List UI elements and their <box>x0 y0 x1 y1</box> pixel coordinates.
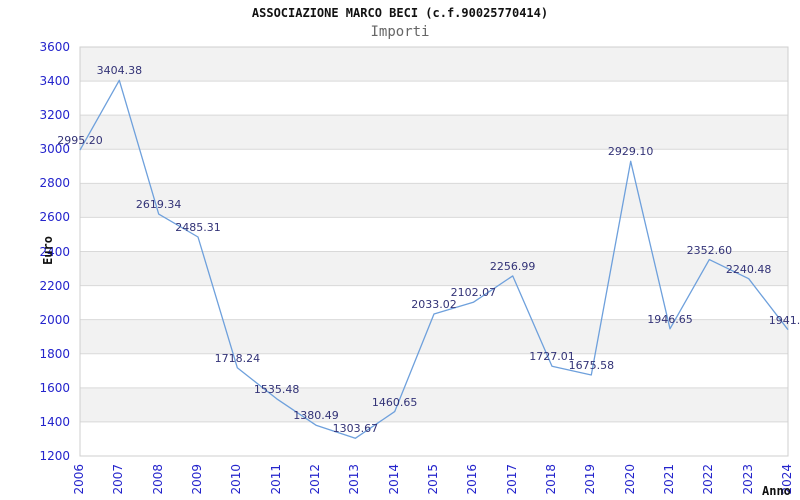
y-tick-label: 1800 <box>39 346 70 361</box>
data-point-label: 2102.07 <box>450 286 497 300</box>
y-tick-label: 2400 <box>39 244 70 259</box>
data-point-label: 1727.01 <box>529 350 575 364</box>
data-point-label: 2256.99 <box>489 259 536 273</box>
data-point-label: 1946.65 <box>647 312 693 326</box>
data-point-label: 2033.02 <box>411 298 457 312</box>
data-point-label: 3404.38 <box>96 64 143 78</box>
data-point-label: 1535.48 <box>253 382 300 396</box>
chart-subtitle: Importi <box>370 24 430 40</box>
plot-band <box>80 251 788 286</box>
y-tick-label: 2000 <box>39 312 70 327</box>
x-tick-label: 2009 <box>190 464 204 495</box>
x-tick-label: 2018 <box>544 464 558 495</box>
y-tick-label: 2600 <box>39 210 70 225</box>
data-point-label: 2929.10 <box>607 145 654 159</box>
y-tick-label: 1200 <box>39 449 70 463</box>
x-tick-label: 2023 <box>740 464 755 495</box>
x-tick-label: 2010 <box>229 464 244 495</box>
data-line <box>79 79 789 439</box>
data-point-label: 2352.60 <box>686 243 733 257</box>
plot-frame <box>79 46 789 457</box>
y-axis-title: Euro <box>41 235 55 265</box>
data-point-label: 1675.58 <box>568 358 615 372</box>
plot-band <box>80 387 788 422</box>
y-tick-label: 1400 <box>39 414 70 429</box>
x-tick-label: 2022 <box>701 464 716 495</box>
x-tick-label: 2017 <box>504 464 519 495</box>
x-tick-label: 2013 <box>347 464 362 495</box>
plot-band <box>80 115 788 150</box>
x-tick-label: 2020 <box>622 464 637 495</box>
data-point-label: 1380.49 <box>293 409 339 423</box>
x-tick-label: 2021 <box>662 464 676 495</box>
y-tick-label: 2800 <box>39 176 70 191</box>
y-tick-label: 3200 <box>39 108 70 123</box>
x-axis-title: Anno <box>762 484 791 498</box>
x-tick-label: 2011 <box>268 464 283 495</box>
x-tick-label: 2008 <box>150 464 165 495</box>
x-tick-label: 2016 <box>465 464 480 495</box>
plot-band <box>80 47 788 82</box>
data-point-label: 2485.31 <box>175 220 221 234</box>
y-tick-label: 2200 <box>39 278 70 293</box>
x-tick-label: 2006 <box>72 464 86 495</box>
y-tick-label: 3600 <box>39 40 70 54</box>
data-point-label: 1941.2 <box>768 313 800 327</box>
y-tick-label: 3000 <box>39 142 70 157</box>
data-point-label: 2240.48 <box>725 262 772 276</box>
chart-title: ASSOCIAZIONE MARCO BECI (c.f.90025770414… <box>251 6 549 20</box>
data-point-label: 1718.24 <box>214 351 261 365</box>
x-tick-label: 2012 <box>308 464 322 495</box>
data-point-label: 2995.20 <box>57 134 103 148</box>
data-point-label: 1303.67 <box>332 422 379 436</box>
y-tick-label: 1600 <box>39 380 70 395</box>
x-tick-label: 2014 <box>386 464 401 495</box>
y-tick-label: 3400 <box>39 74 70 89</box>
plot-band <box>80 319 788 354</box>
x-tick-label: 2007 <box>111 464 126 495</box>
x-tick-label: 2015 <box>426 464 440 495</box>
x-tick-label: 2019 <box>583 464 598 495</box>
data-point-label: 1460.65 <box>371 395 418 409</box>
plot-band <box>80 183 788 218</box>
data-point-label: 2619.34 <box>135 198 182 212</box>
